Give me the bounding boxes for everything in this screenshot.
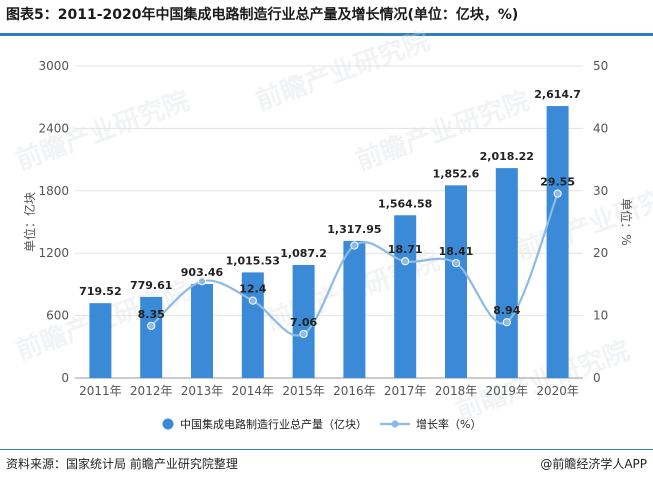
x-tick-label: 2017年 (384, 384, 427, 398)
bar (89, 303, 112, 378)
title-divider (0, 33, 653, 36)
bar (140, 296, 163, 378)
bar (445, 185, 467, 378)
y-left-tick-label: 1800 (38, 184, 69, 198)
x-tick-label: 2011年 (79, 384, 122, 398)
growth-point (197, 277, 207, 286)
legend-line-label: 增长率（%） (416, 417, 481, 431)
y-left-tick-label: 2400 (38, 121, 69, 135)
growth-point (147, 321, 156, 330)
growth-point (553, 189, 562, 198)
bar (546, 106, 569, 378)
chart-title: 图表5：2011-2020年中国集成电路制造行业总产量及增长情况(单位：亿块，%… (6, 7, 519, 23)
growth-point (248, 296, 257, 305)
bar-value-label: 903.46 (181, 266, 224, 279)
growth-value-label: 12.4 (239, 283, 266, 296)
y-right-axis-title: 单位：% (619, 198, 634, 245)
watermark-text: 前瞻产业研究院 (252, 25, 434, 116)
x-tick-label: 2020年 (536, 384, 579, 398)
x-tick-label: 2016年 (333, 384, 376, 398)
footer-divider (0, 449, 653, 450)
bar-value-label: 1,015.53 (226, 254, 280, 267)
growth-point (401, 257, 410, 266)
growth-point (350, 241, 359, 250)
bar-value-label: 1,564.58 (378, 197, 432, 210)
legend-bar-marker (162, 418, 174, 430)
growth-point (502, 318, 511, 327)
x-tick-label: 2015年 (282, 384, 325, 398)
y-right-tick-label: 20 (593, 246, 608, 260)
legend-line-dot (391, 420, 399, 428)
bar (394, 215, 417, 378)
bar-value-label: 1,852.6 (433, 167, 480, 180)
watermark-text: 前瞻产业研究院 (452, 335, 634, 426)
y-right-tick-label: 0 (593, 371, 601, 385)
credit-note: @前瞻经济学人APP (540, 457, 647, 471)
y-right-tick-label: 10 (593, 309, 608, 323)
y-left-tick-label: 3000 (38, 59, 69, 73)
growth-value-label: 18.41 (439, 245, 474, 258)
growth-value-label: 29.55 (540, 176, 575, 189)
growth-value-label: 8.94 (493, 304, 520, 317)
bar-value-label: 1,087.2 (280, 247, 327, 260)
x-tick-label: 2019年 (486, 384, 529, 398)
legend-bar-label: 中国集成电路制造行业总产量（亿块） (180, 417, 367, 431)
bar-value-label: 719.52 (79, 285, 121, 298)
y-left-tick-label: 600 (46, 309, 69, 323)
bar-value-label: 779.61 (130, 279, 172, 292)
source-note: 资料来源：国家统计局 前瞻产业研究院整理 (6, 457, 238, 471)
growth-point (451, 259, 461, 268)
bar-value-label: 2,614.7 (534, 88, 581, 101)
chart-svg: 前瞻产业研究院前瞻产业研究院前瞻产业研究院前瞻产业研究院前瞻产业研究院前瞻产业研… (12, 25, 653, 431)
y-left-tick-label: 1200 (38, 246, 69, 260)
growth-value-label: 7.06 (290, 316, 317, 329)
growth-value-label: 18.71 (388, 243, 423, 256)
y-left-tick-label: 0 (61, 371, 69, 385)
growth-value-label: 8.35 (138, 308, 165, 321)
y-left-axis-title: 单位：亿块 (22, 192, 37, 252)
y-right-tick-label: 40 (593, 121, 608, 135)
x-tick-label: 2013年 (181, 384, 224, 398)
y-right-tick-label: 30 (593, 184, 608, 198)
bar (191, 284, 213, 378)
bar-value-label: 1,317.95 (327, 223, 381, 236)
growth-point (299, 329, 308, 339)
bar (343, 240, 366, 378)
bar (495, 168, 518, 378)
y-right-tick-label: 50 (593, 59, 608, 73)
x-tick-label: 2014年 (232, 384, 275, 398)
x-tick-label: 2012年 (130, 384, 173, 398)
bar (292, 264, 315, 378)
bar-value-label: 2,018.22 (480, 150, 534, 163)
x-tick-label: 2018年 (435, 384, 478, 398)
